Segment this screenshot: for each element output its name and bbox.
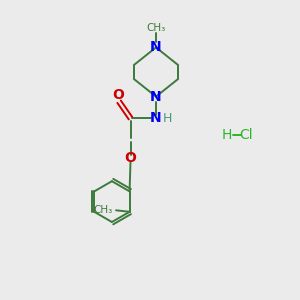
Text: N: N xyxy=(150,90,162,104)
Text: CH₃: CH₃ xyxy=(94,205,113,215)
Text: H: H xyxy=(163,112,172,125)
Text: O: O xyxy=(112,88,124,102)
Text: CH₃: CH₃ xyxy=(146,23,166,33)
Text: O: O xyxy=(124,151,136,165)
Text: N: N xyxy=(150,111,162,125)
Text: Cl: Cl xyxy=(239,128,253,142)
Text: H: H xyxy=(221,128,232,142)
Text: N: N xyxy=(150,40,162,54)
